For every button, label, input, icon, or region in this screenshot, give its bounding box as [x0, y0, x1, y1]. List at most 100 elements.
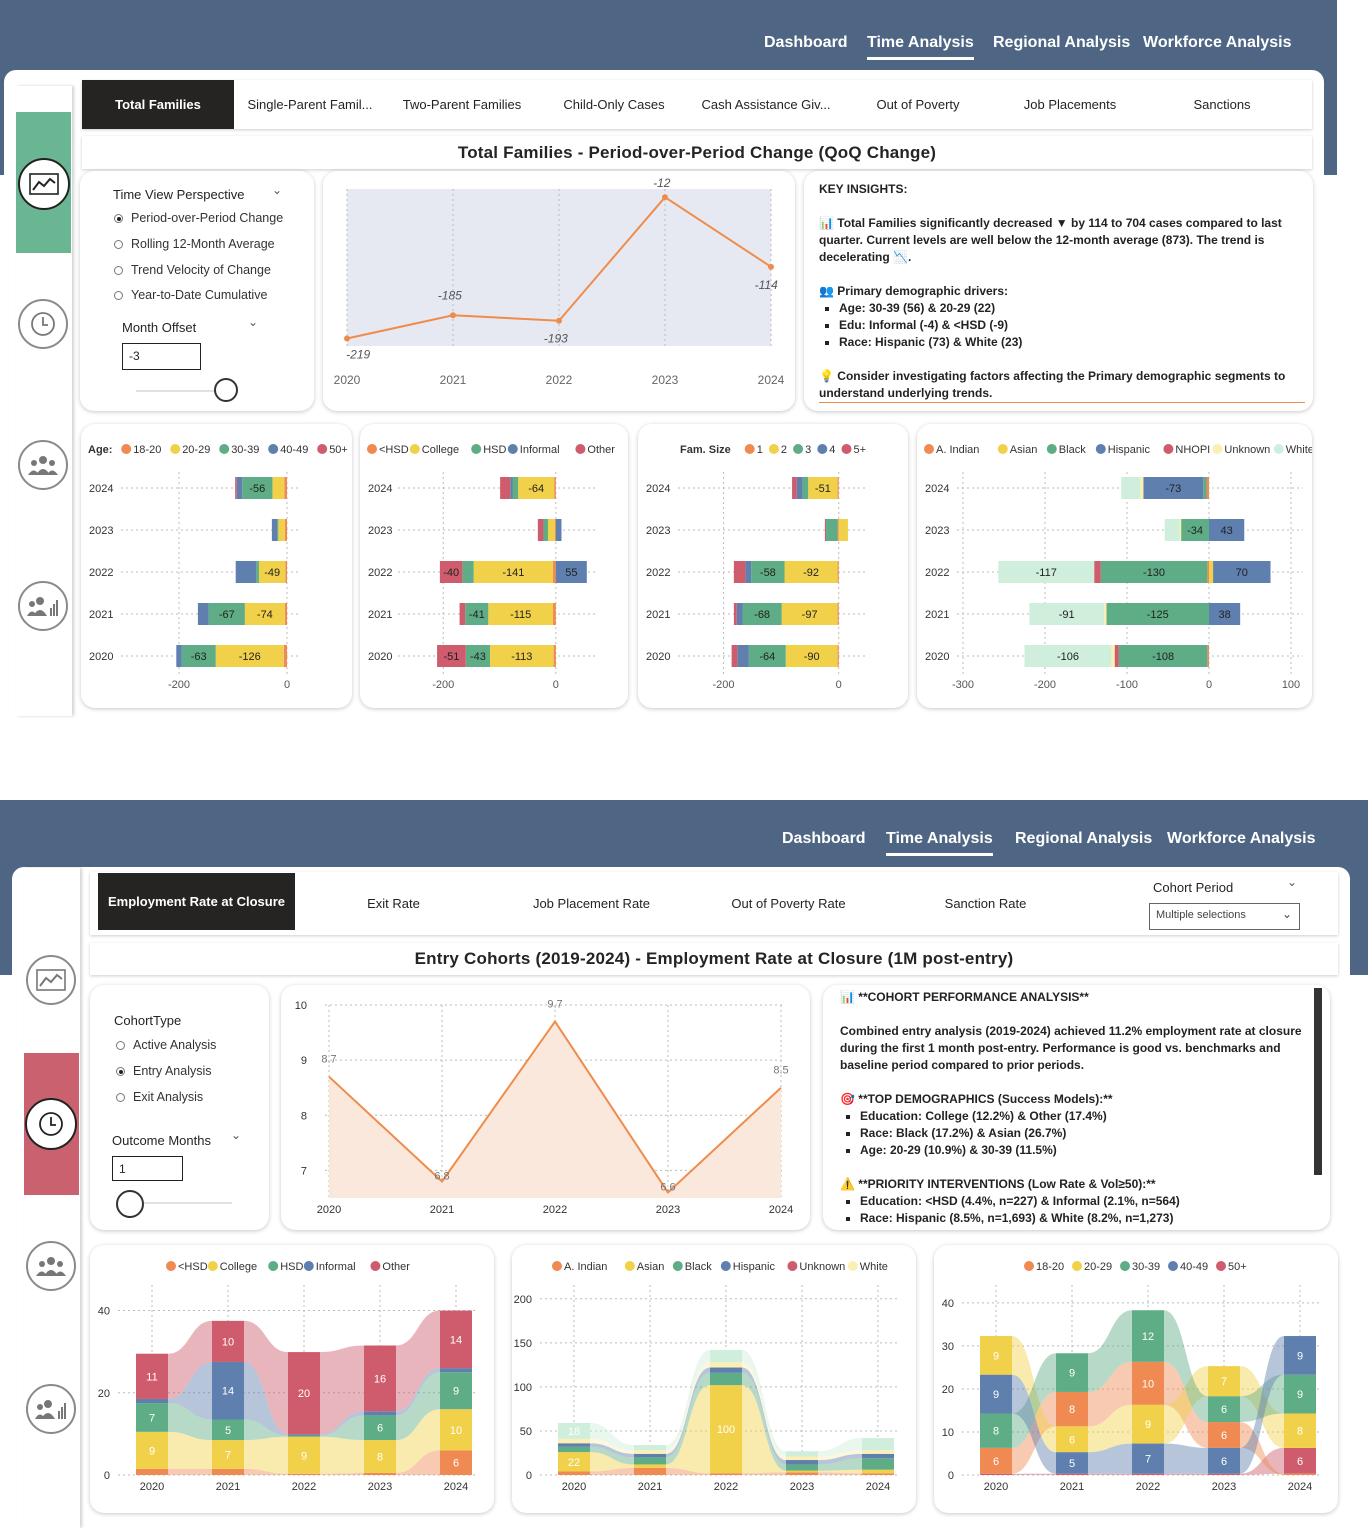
ribbon-band [742, 1349, 786, 1457]
data-label: 6.8 [434, 1170, 449, 1182]
tab-sanctions[interactable]: Sanctions [1193, 97, 1251, 112]
x-tick-label: 2023 [1212, 1481, 1236, 1493]
radio-rolling-12[interactable]: Rolling 12-Month Average [114, 237, 275, 251]
ribbon-band [1012, 1374, 1056, 1474]
ribbon-band [590, 1446, 634, 1465]
ribbon-band [168, 1431, 212, 1469]
radio-ytd[interactable]: Year-to-Date Cumulative [114, 288, 267, 302]
radio-trend-velocity[interactable]: Trend Velocity of Change [114, 263, 271, 277]
tab-total-families[interactable]: Total Families [82, 80, 234, 129]
column-segment [862, 1438, 894, 1451]
outcome-months-track[interactable] [128, 1202, 232, 1204]
priority-item: Education: <HSD (4.4%, n=227) & Informal… [860, 1193, 1306, 1210]
driver-item: Race: Hispanic (73) & White (23) [839, 334, 1305, 351]
tab-employment-rate[interactable]: Employment Rate at Closure [98, 873, 295, 930]
nav-regional-analysis[interactable]: Regional Analysis [1015, 830, 1153, 847]
chevron-down-icon[interactable]: ⌄ [248, 315, 259, 329]
ribbon-band [742, 1372, 786, 1471]
ribbon-band [1240, 1336, 1284, 1474]
tab-sanction-rate[interactable]: Sanction Rate [944, 896, 1027, 911]
tab-job-placements[interactable]: Job Placements [1023, 97, 1117, 112]
ribbon-band [396, 1409, 440, 1473]
clock-icon[interactable] [18, 299, 68, 349]
nav-dashboard[interactable]: Dashboard [764, 34, 848, 51]
cohort-period-dropdown[interactable]: Multiple selections ⌄ [1149, 903, 1300, 930]
edu-ribbon-chart: <HSD College HSD Informal Other 40 20 0 2020 2021… [98, 1261, 478, 1493]
column-segment [1284, 1473, 1316, 1475]
column-segment [558, 1452, 590, 1472]
ribbon-band [1088, 1310, 1132, 1392]
column-segment [634, 1450, 666, 1454]
radio-active-analysis[interactable]: Active Analysis [116, 1038, 216, 1052]
month-offset-track[interactable] [136, 390, 232, 392]
legend-item: NHOPI [1175, 444, 1210, 456]
column-segment [786, 1464, 818, 1471]
tab-cash-assistance[interactable]: Cash Assistance Giv... [701, 97, 831, 112]
page-title: Total Families - Period-over-Period Chan… [82, 136, 1312, 169]
trend-line-icon[interactable] [18, 158, 70, 210]
chevron-down-icon[interactable]: ⌄ [231, 1128, 242, 1142]
analysis-summary: Combined entry analysis (2019-2024) achi… [840, 1024, 1302, 1072]
data-label: 11 [146, 1371, 157, 1383]
radio-exit-analysis[interactable]: Exit Analysis [116, 1090, 203, 1104]
column-segment [364, 1415, 396, 1441]
bar-segment [555, 561, 587, 583]
column-segment [136, 1431, 168, 1469]
tab-exit-rate[interactable]: Exit Rate [367, 896, 420, 911]
bar-segment [554, 519, 556, 541]
trend-line-icon[interactable] [26, 955, 76, 1005]
bar-segment [1209, 561, 1214, 583]
nav-workforce-analysis[interactable]: Workforce Analysis [1143, 34, 1292, 51]
outcome-months-slider[interactable] [116, 1190, 144, 1218]
data-label: -74 [257, 609, 273, 621]
data-label: -106 [1057, 651, 1079, 663]
chevron-down-icon: ⌄ [1281, 907, 1292, 921]
bar-segment [537, 519, 544, 541]
legend-swatch [924, 444, 934, 454]
analysis-scrollbar[interactable] [1314, 988, 1322, 1175]
driver-item: Edu: Informal (-4) & <HSD (-9) [839, 317, 1305, 334]
tab-job-placement-rate[interactable]: Job Placement Rate [532, 896, 651, 911]
nav-time-analysis[interactable]: Time Analysis [867, 34, 974, 60]
tab-single-parent[interactable]: Single-Parent Famil... [247, 97, 373, 112]
nav-time-analysis[interactable]: Time Analysis [886, 830, 993, 856]
column-segment [364, 1345, 396, 1412]
month-offset-slider[interactable] [214, 378, 238, 402]
radio-period-over-period[interactable]: Period-over-Period Change [114, 211, 283, 225]
ribbon-band [1088, 1404, 1132, 1453]
tab-out-of-poverty[interactable]: Out of Poverty [876, 97, 960, 112]
radio-entry-analysis[interactable]: Entry Analysis [116, 1064, 212, 1078]
bar-segment [998, 561, 1095, 583]
people-chart-icon[interactable] [26, 1384, 76, 1434]
column-segment [1208, 1473, 1240, 1475]
nav-workforce-analysis[interactable]: Workforce Analysis [1167, 830, 1316, 847]
clock-icon[interactable] [25, 1098, 77, 1150]
edu-bar-chart: <HSD College HSD Informal Other -200 0 2024 -64 2… [367, 444, 615, 691]
people-group-icon[interactable] [18, 440, 68, 490]
people-group-icon[interactable] [26, 1241, 76, 1291]
bar-segment [1164, 519, 1180, 541]
tab-child-only[interactable]: Child-Only Cases [563, 97, 665, 112]
legend-item: 2 [781, 444, 787, 456]
bar-segment [1203, 477, 1207, 499]
month-offset-input[interactable]: -3 [122, 343, 201, 370]
tab-two-parent[interactable]: Two-Parent Families [402, 97, 522, 112]
column-segment [440, 1409, 472, 1451]
ribbon-band [244, 1320, 288, 1435]
chevron-down-icon[interactable]: ⌄ [1287, 875, 1298, 889]
people-chart-icon[interactable] [18, 581, 68, 631]
nav-regional-analysis[interactable]: Regional Analysis [993, 34, 1131, 51]
legend-item: Unknown [1224, 444, 1270, 456]
bar-segment [543, 519, 548, 541]
nav-dashboard[interactable]: Dashboard [782, 830, 866, 847]
x-tick-label: 2021 [638, 1481, 662, 1493]
tab-out-of-poverty-rate[interactable]: Out of Poverty Rate [731, 896, 846, 911]
y-tick-label: 9 [301, 1055, 307, 1067]
bar-segment [553, 645, 556, 667]
outcome-months-input[interactable]: 1 [112, 1156, 183, 1181]
bar-segment [197, 603, 209, 625]
ribbon-band [168, 1468, 212, 1475]
chevron-down-icon[interactable]: ⌄ [272, 183, 283, 197]
y-tick-label: 2022 [646, 567, 670, 579]
legend-swatch [787, 1261, 798, 1271]
